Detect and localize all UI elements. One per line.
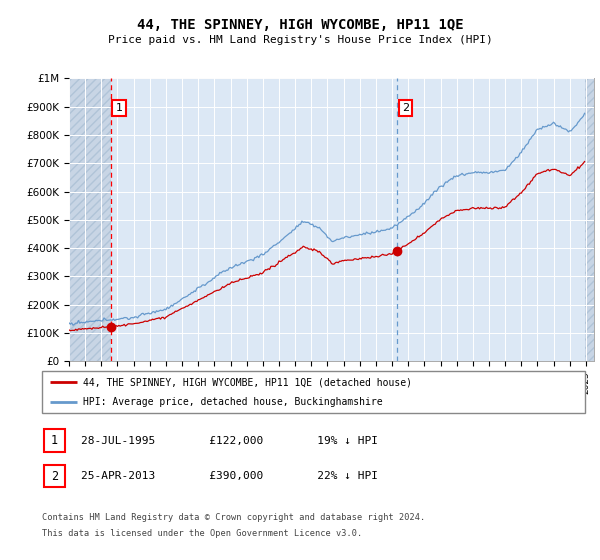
Text: 44, THE SPINNEY, HIGH WYCOMBE, HP11 1QE: 44, THE SPINNEY, HIGH WYCOMBE, HP11 1QE (137, 18, 463, 32)
Text: Price paid vs. HM Land Registry's House Price Index (HPI): Price paid vs. HM Land Registry's House … (107, 35, 493, 45)
Text: This data is licensed under the Open Government Licence v3.0.: This data is licensed under the Open Gov… (42, 529, 362, 538)
Text: 1: 1 (115, 103, 122, 113)
Text: HPI: Average price, detached house, Buckinghamshire: HPI: Average price, detached house, Buck… (83, 397, 382, 407)
Text: 1: 1 (51, 434, 58, 447)
Text: 2: 2 (402, 103, 409, 113)
Bar (69, 78, 110, 361)
Bar (44, 465, 65, 487)
Text: Contains HM Land Registry data © Crown copyright and database right 2024.: Contains HM Land Registry data © Crown c… (42, 513, 425, 522)
Text: 25-APR-2013        £390,000        22% ↓ HPI: 25-APR-2013 £390,000 22% ↓ HPI (81, 471, 378, 481)
Bar (584, 78, 594, 361)
Text: 2: 2 (51, 469, 58, 483)
Bar (44, 430, 65, 452)
Text: 44, THE SPINNEY, HIGH WYCOMBE, HP11 1QE (detached house): 44, THE SPINNEY, HIGH WYCOMBE, HP11 1QE … (83, 377, 412, 387)
Text: 28-JUL-1995        £122,000        19% ↓ HPI: 28-JUL-1995 £122,000 19% ↓ HPI (81, 436, 378, 446)
